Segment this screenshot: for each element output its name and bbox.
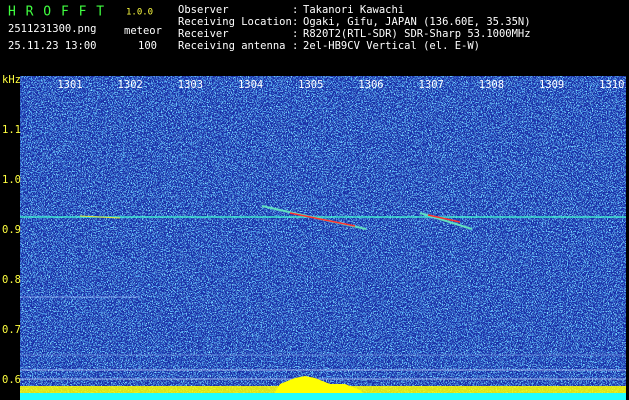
spectrogram [20,76,626,400]
separator: : [292,16,298,28]
y-tick-label: 1.1 [2,124,21,136]
y-tick-label: 0.6 [2,374,21,386]
datetime: 25.11.23 13:00 [8,40,97,52]
y-tick-label: 0.9 [2,224,21,236]
separator: : [292,4,298,16]
info-value: 2el-HB9CV Vertical (el. E-W) [303,40,480,52]
info-value: Ogaki, Gifu, JAPAN (136.60E, 35.35N) [303,16,531,28]
x-tick-label: 1304 [238,79,263,91]
info-value: R820T2(RTL-SDR) SDR-Sharp 53.1000MHz [303,28,531,40]
file-name: 2511231300.png [8,23,97,35]
separator: : [292,28,298,40]
axis-unit: kHz [2,74,21,86]
x-tick-label: 1302 [118,79,143,91]
info-label: Receiver [178,28,229,40]
x-tick-label: 1303 [178,79,203,91]
info-label: Receiving antenna [178,40,285,52]
info-label: Observer [178,4,229,16]
x-tick-label: 1309 [539,79,564,91]
x-tick-label: 1310 [599,79,624,91]
station-info: Observer: Takanori Kawachi Receiving Locat… [178,4,531,52]
separator: : [292,40,298,52]
axes: kHz 1301 1302 1303 1304 1305 1306 1307 1308 1309… [2,74,624,386]
app-name: H R O F F T [8,5,105,20]
header: H R O F F T 1.0.0 2511231300.png meteor … [8,5,162,53]
version: 1.0.0 [126,8,153,18]
x-tick-label: 1301 [57,79,82,91]
x-tick-label: 1307 [419,79,444,91]
y-tick-label: 0.8 [2,274,21,286]
x-tick-label: 1305 [298,79,323,91]
info-label: Receiving Location [178,16,292,28]
y-tick-label: 0.7 [2,324,21,336]
count: 100 [138,40,157,52]
x-tick-label: 1308 [479,79,504,91]
mode: meteor [124,25,162,37]
x-tick-label: 1306 [358,79,383,91]
info-value: Takanori Kawachi [303,4,404,16]
y-tick-label: 1.0 [2,174,21,186]
